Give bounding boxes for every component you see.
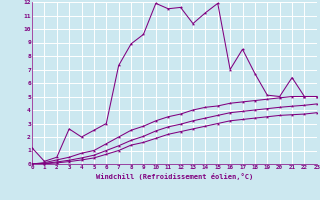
X-axis label: Windchill (Refroidissement éolien,°C): Windchill (Refroidissement éolien,°C) — [96, 173, 253, 180]
